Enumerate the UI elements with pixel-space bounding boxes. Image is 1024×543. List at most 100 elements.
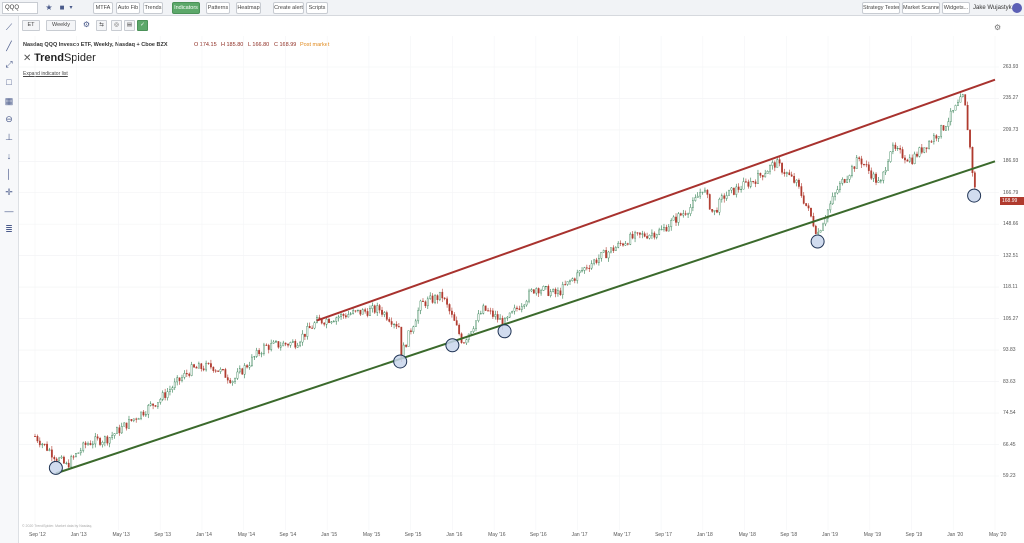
candle-body: [916, 153, 918, 157]
filled-rectangle-tool-icon[interactable]: ▦: [4, 96, 14, 106]
candle-body: [436, 295, 439, 300]
line-tool-icon[interactable]: ╱: [6, 41, 12, 51]
candle-body: [144, 414, 147, 416]
chart-settings-gear-icon[interactable]: ⚙: [994, 23, 1002, 32]
top-toolbar: QQQ ★ ■ ▾ MTFA Auto Fib Trends Indicator…: [0, 0, 1024, 16]
candle-body: [188, 373, 191, 376]
candle-body: [152, 403, 154, 406]
candle-body: [745, 181, 747, 183]
candle-body: [846, 179, 849, 183]
candle-body: [557, 290, 559, 295]
ray-tool-icon[interactable]: ⤢: [5, 59, 13, 69]
candle-body: [928, 141, 930, 149]
trendline-layer[interactable]: [55, 78, 996, 475]
create-alert-button[interactable]: Create alert: [273, 2, 304, 14]
candle-body: [566, 281, 569, 285]
time-tick-label: Sep '18: [780, 532, 798, 538]
widgets-button[interactable]: Widgets...: [942, 2, 970, 14]
market-scanner-button[interactable]: Market Scanner: [902, 2, 940, 14]
compare-icon[interactable]: ⇆: [96, 20, 107, 31]
heatmap-button[interactable]: Heatmap: [236, 2, 261, 14]
trendline-tool-icon[interactable]: ⟋: [5, 22, 13, 32]
snapshot-icon[interactable]: ✓: [137, 20, 148, 31]
time-tick-label: Sep '16: [529, 532, 547, 538]
candle-body: [626, 243, 629, 245]
candle-body: [795, 179, 798, 183]
auto-fib-button[interactable]: Auto Fib: [116, 2, 140, 14]
candle-body: [783, 172, 786, 174]
grid-icon[interactable]: ▤: [124, 20, 135, 31]
arrow-down-tool-icon[interactable]: ↓: [6, 151, 12, 161]
candle-body: [111, 435, 114, 438]
target-icon[interactable]: ◎: [111, 20, 122, 31]
candle-body: [289, 342, 292, 346]
candle-body: [920, 147, 923, 153]
candle-body: [178, 377, 181, 381]
candle-body: [361, 309, 364, 315]
candle-body: [537, 288, 540, 294]
candle-body: [210, 363, 212, 368]
crosshair-icon[interactable]: ✛: [5, 187, 13, 197]
candle-body: [46, 443, 48, 451]
candle-body: [831, 196, 834, 205]
candle-body: [542, 286, 545, 291]
user-name[interactable]: Jake Wujastyk: [973, 5, 1012, 11]
fibonacci-tool-icon[interactable]: ⊥: [5, 132, 13, 142]
candle-body: [747, 181, 750, 187]
candle-body: [219, 369, 222, 372]
price-tick-label: 132.51: [1003, 252, 1019, 259]
timeframe-select[interactable]: Weekly: [46, 20, 76, 31]
candle-body: [810, 207, 812, 217]
candle-body: [610, 247, 612, 253]
strategy-tester-button[interactable]: Strategy Tester: [862, 2, 900, 14]
channel-tool-icon[interactable]: ≣: [5, 224, 13, 234]
horizontal-line-tool-icon[interactable]: —: [4, 206, 14, 216]
price-chart[interactable]: [19, 36, 999, 530]
candle-body: [475, 320, 477, 329]
candle-body: [260, 353, 263, 355]
gear-icon[interactable]: ⚙: [82, 20, 91, 29]
chevron-down-icon[interactable]: ▾: [69, 5, 73, 11]
drawing-toolbar: ⟋ ╱ ⤢ □ ▦ ⊖ ⊥ ↓ │ ✛ — ≣: [0, 16, 19, 543]
trends-button[interactable]: Trends: [143, 2, 163, 14]
candle-body: [718, 198, 721, 213]
candle-body: [761, 175, 764, 178]
symbol-input[interactable]: QQQ: [2, 2, 38, 14]
mtfa-button[interactable]: MTFA: [93, 2, 113, 14]
candle-body: [564, 284, 567, 286]
candle-body: [106, 436, 109, 444]
star-icon[interactable]: ★: [45, 3, 53, 12]
candle-body: [299, 341, 301, 346]
vertical-line-tool-icon[interactable]: │: [6, 169, 12, 179]
candle-body: [720, 195, 723, 200]
rectangle-tool-icon[interactable]: □: [6, 77, 12, 87]
candle-body: [412, 326, 415, 332]
chart-type-select[interactable]: ET: [22, 20, 40, 31]
candle-body: [320, 319, 323, 324]
patterns-button[interactable]: Patterns: [206, 2, 230, 14]
user-avatar-icon[interactable]: [1012, 3, 1022, 13]
candle-body: [323, 322, 326, 325]
candle-body: [769, 165, 771, 172]
candle-body: [491, 310, 494, 317]
touch-point-marker: [810, 234, 825, 249]
candle-body: [679, 213, 682, 216]
candle-body: [101, 442, 104, 445]
candle-body: [634, 232, 636, 239]
candle-body: [376, 305, 379, 313]
expand-indicator-list-link[interactable]: Expand indicator list: [23, 71, 68, 77]
indicators-button[interactable]: Indicators: [172, 2, 200, 14]
candle-body: [689, 207, 692, 214]
candle-body: [342, 313, 345, 316]
time-tick-label: Jan '17: [571, 532, 588, 538]
candle-body: [311, 327, 314, 329]
scripts-button[interactable]: Scripts: [306, 2, 328, 14]
candle-body: [116, 427, 118, 434]
candle-body: [304, 333, 306, 337]
color-swatch-icon[interactable]: ■: [59, 3, 65, 12]
candle-body: [757, 172, 759, 184]
time-tick-label: Sep '14: [279, 532, 297, 538]
ellipse-tool-icon[interactable]: ⊖: [5, 114, 13, 124]
candle-body: [255, 350, 258, 357]
candle-body: [670, 220, 673, 228]
